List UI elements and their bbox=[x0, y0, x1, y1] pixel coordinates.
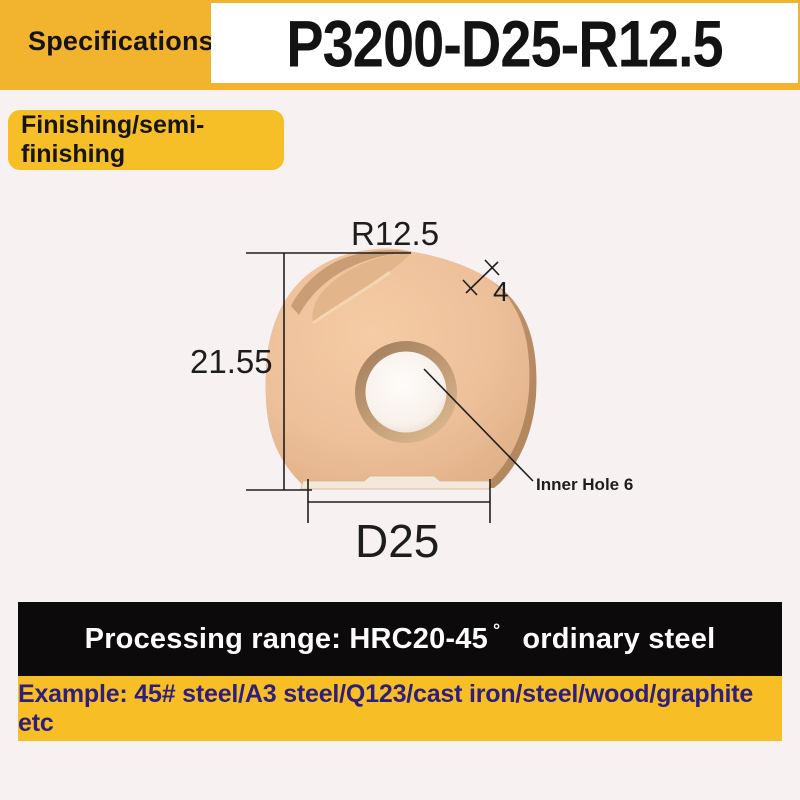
header-banner: Specifications P3200-D25-R12.5 bbox=[0, 0, 800, 90]
inner-hole bbox=[365, 351, 447, 433]
height-dimension-label: 21.55 bbox=[190, 343, 273, 380]
example-materials-bar: Example: 45# steel/A3 steel/Q123/cast ir… bbox=[18, 676, 782, 741]
degree-symbol: ° bbox=[492, 619, 501, 640]
specifications-label: Specifications bbox=[28, 26, 214, 56]
edge-dimension-label: 4 bbox=[493, 276, 509, 307]
inner-hole-label: Inner Hole 6 bbox=[536, 475, 634, 494]
insert-illustration bbox=[246, 248, 537, 523]
dimension-lines bbox=[246, 252, 534, 523]
inner-hole-leader-line bbox=[423, 368, 534, 482]
model-number: P3200-D25-R12.5 bbox=[286, 5, 723, 81]
example-materials-text: Example: 45# steel/A3 steel/Q123/cast ir… bbox=[18, 679, 754, 737]
top-edge-shadow bbox=[291, 250, 412, 315]
edge-dim-tick-2 bbox=[484, 259, 500, 276]
insert-body bbox=[265, 248, 537, 490]
finishing-badge: Finishing/semi-finishing bbox=[8, 110, 284, 170]
processing-range-suffix: ordinary steel bbox=[522, 622, 716, 655]
radius-dimension-label: R12.5 bbox=[351, 215, 440, 252]
processing-range-prefix: Processing range: HRC20-45 bbox=[84, 622, 488, 655]
processing-range-text: Processing range: HRC20-45 ° ordinary stee… bbox=[84, 619, 716, 656]
model-title-box: P3200-D25-R12.5 bbox=[211, 3, 798, 83]
edge-dim-tick-1 bbox=[462, 279, 478, 296]
diameter-dimension-label: D25 bbox=[355, 515, 440, 567]
finishing-badge-label: Finishing/semi-finishing bbox=[21, 111, 205, 168]
facet-highlight bbox=[312, 270, 391, 325]
processing-range-bar: Processing range: HRC20-45 ° ordinary stee… bbox=[18, 602, 782, 676]
